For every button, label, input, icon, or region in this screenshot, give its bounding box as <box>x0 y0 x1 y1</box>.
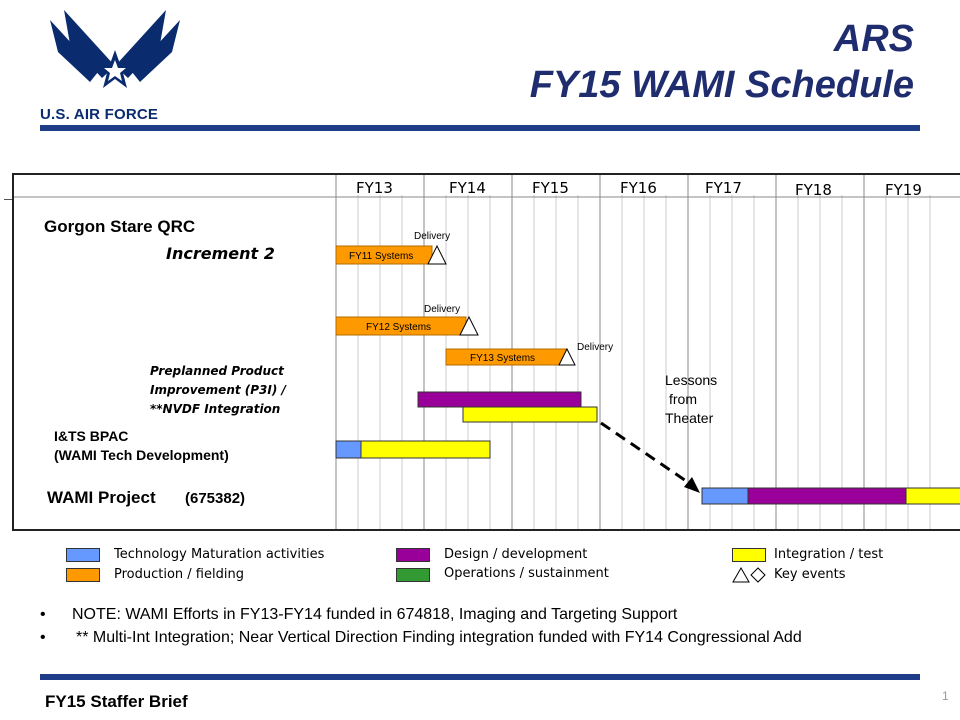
footer-brief: FY15 Staffer Brief <box>45 692 188 711</box>
bar-p3i-integration <box>462 406 598 423</box>
legend-swatch-operations <box>396 568 430 582</box>
lessons-line3: Theater <box>665 410 714 426</box>
legend-swatch-integration <box>732 548 766 562</box>
delivery-triangle-fy12 <box>459 315 479 336</box>
schedule-chart: FY13 FY14 FY15 FY16 FY17 FY18 FY19 Gorgo… <box>12 173 960 531</box>
delivery-label-fy13: Delivery <box>577 342 614 353</box>
program-its-line2: (WAMI Tech Development) <box>54 447 229 463</box>
bar-its-integration <box>360 440 491 459</box>
program-p3i-line1: Preplanned Product <box>150 364 284 378</box>
page-number: 1 <box>942 689 949 703</box>
bar-p3i-design <box>417 391 582 408</box>
program-p3i-line3: **NVDF Integration <box>150 402 281 416</box>
note-bullet-1: • <box>40 606 46 623</box>
page-title-line2: FY15 WAMI Schedule <box>529 64 914 106</box>
bar-label-fy13: FY13 Systems <box>470 353 536 364</box>
note-bullet-2: • <box>40 629 46 646</box>
legend-label-key-events: Key events <box>774 567 846 582</box>
legend-swatch-production <box>66 568 100 582</box>
program-increment: Increment 2 <box>166 244 275 263</box>
fy-label-fy13: FY13 <box>356 179 393 197</box>
delivery-triangle-fy13 <box>558 347 576 366</box>
legend-label-tech: Technology Maturation activities <box>114 547 325 562</box>
bar-wami-tech <box>701 487 749 505</box>
fy-label-fy19: FY19 <box>885 181 922 199</box>
lessons-line1: Lessons <box>665 372 718 388</box>
lessons-line2: from <box>669 391 697 407</box>
lessons-arrow-head <box>684 477 700 493</box>
legend-label-design: Design / development <box>444 547 588 562</box>
legend-label-integration: Integration / test <box>774 547 884 562</box>
key-events-icon <box>732 567 766 583</box>
delivery-label-fy11: Delivery <box>414 231 451 242</box>
program-its-line1: I&TS BPAC <box>54 428 129 444</box>
delivery-label-fy12: Delivery <box>424 304 461 315</box>
bar-wami-integration <box>905 487 960 505</box>
note-1: NOTE: WAMI Efforts in FY13-FY14 funded i… <box>72 606 678 623</box>
legend-swatch-design <box>396 548 430 562</box>
air-force-wings-icon <box>50 10 180 88</box>
bar-its-tech <box>335 440 362 459</box>
program-wami: WAMI Project <box>47 488 156 507</box>
delivery-triangle-fy11 <box>427 244 447 265</box>
lessons-arrow-line <box>600 421 693 487</box>
bar-wami-design <box>747 487 907 505</box>
note-2: ** Multi-Int Integration; Near Vertical … <box>76 629 802 646</box>
schedule-grid <box>14 175 960 529</box>
fy-label-fy18: FY18 <box>795 181 832 199</box>
page-title-line1: ARS <box>833 18 914 60</box>
fy-label-fy17: FY17 <box>705 179 742 197</box>
footer-rule <box>40 674 920 680</box>
legend-label-operations: Operations / sustainment <box>444 566 609 581</box>
legend-swatch-tech <box>66 548 100 562</box>
fy-label-fy15: FY15 <box>532 179 569 197</box>
program-wami-pe: (675382) <box>185 490 246 507</box>
fy-label-fy14: FY14 <box>449 179 486 197</box>
header-rule <box>40 125 920 131</box>
bar-label-fy12: FY12 Systems <box>366 322 432 333</box>
legend-label-production: Production / fielding <box>114 567 244 582</box>
air-force-logo: U.S. AIR FORCE <box>40 8 190 123</box>
left-tick <box>4 199 12 200</box>
fy-label-fy16: FY16 <box>620 179 657 197</box>
logo-text: U.S. AIR FORCE <box>40 106 159 123</box>
bar-label-fy11: FY11 Systems <box>349 251 414 262</box>
program-gorgon-stare: Gorgon Stare QRC <box>44 217 196 236</box>
program-p3i-line2: Improvement (P3I) / <box>150 383 286 397</box>
